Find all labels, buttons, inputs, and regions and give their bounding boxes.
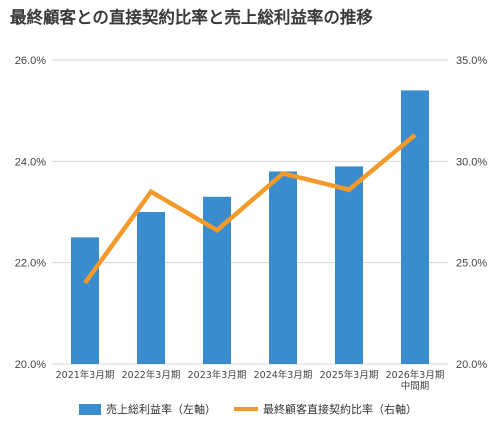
x-tick-label: 2025年3月期: [320, 369, 379, 381]
x-tick-label: 2024年3月期: [254, 369, 313, 381]
y-left-tick-label: 22.0%: [15, 258, 46, 270]
bar: [137, 212, 165, 364]
bar: [335, 166, 363, 364]
y-right-tick-label: 35.0%: [456, 55, 487, 67]
legend-line-swatch: [234, 407, 258, 411]
x-tick-label: 2021年3月期: [56, 369, 115, 381]
x-tick-label: 2023年3月期: [188, 369, 247, 381]
y-left-tick-label: 20.0%: [15, 359, 46, 371]
bar: [71, 237, 99, 364]
chart-title: 最終顧客との直接契約比率と売上総利益率の推移: [10, 8, 373, 27]
y-left-tick-label: 24.0%: [15, 156, 46, 168]
series-line: [83, 133, 417, 285]
bar: [269, 171, 297, 364]
legend-item-bar: 売上総利益率（左軸）: [79, 401, 216, 417]
y-right-tick-label: 30.0%: [456, 156, 487, 168]
chart-plot-area: 20.0% 22.0% 24.0% 26.0% 20.0% 25.0% 30.0% 35.0…: [15, 55, 488, 392]
legend: 売上総利益率（左軸） 最終顧客直接契約比率（右軸）: [0, 401, 496, 417]
legend-item-line: 最終顧客直接契約比率（右軸）: [234, 401, 417, 417]
bar: [401, 90, 429, 365]
y-right-tick-label: 20.0%: [456, 359, 487, 371]
y-left-tick-label: 26.0%: [15, 55, 46, 67]
x-tick-label: 2026年3月期中間期: [386, 369, 445, 392]
legend-bar-label: 売上総利益率（左軸）: [106, 403, 216, 416]
y-right-tick-label: 25.0%: [456, 258, 487, 270]
legend-line-label: 最終顧客直接契約比率（右軸）: [263, 403, 417, 416]
x-tick-label: 2022年3月期: [122, 369, 181, 381]
legend-bar-swatch: [79, 403, 101, 415]
